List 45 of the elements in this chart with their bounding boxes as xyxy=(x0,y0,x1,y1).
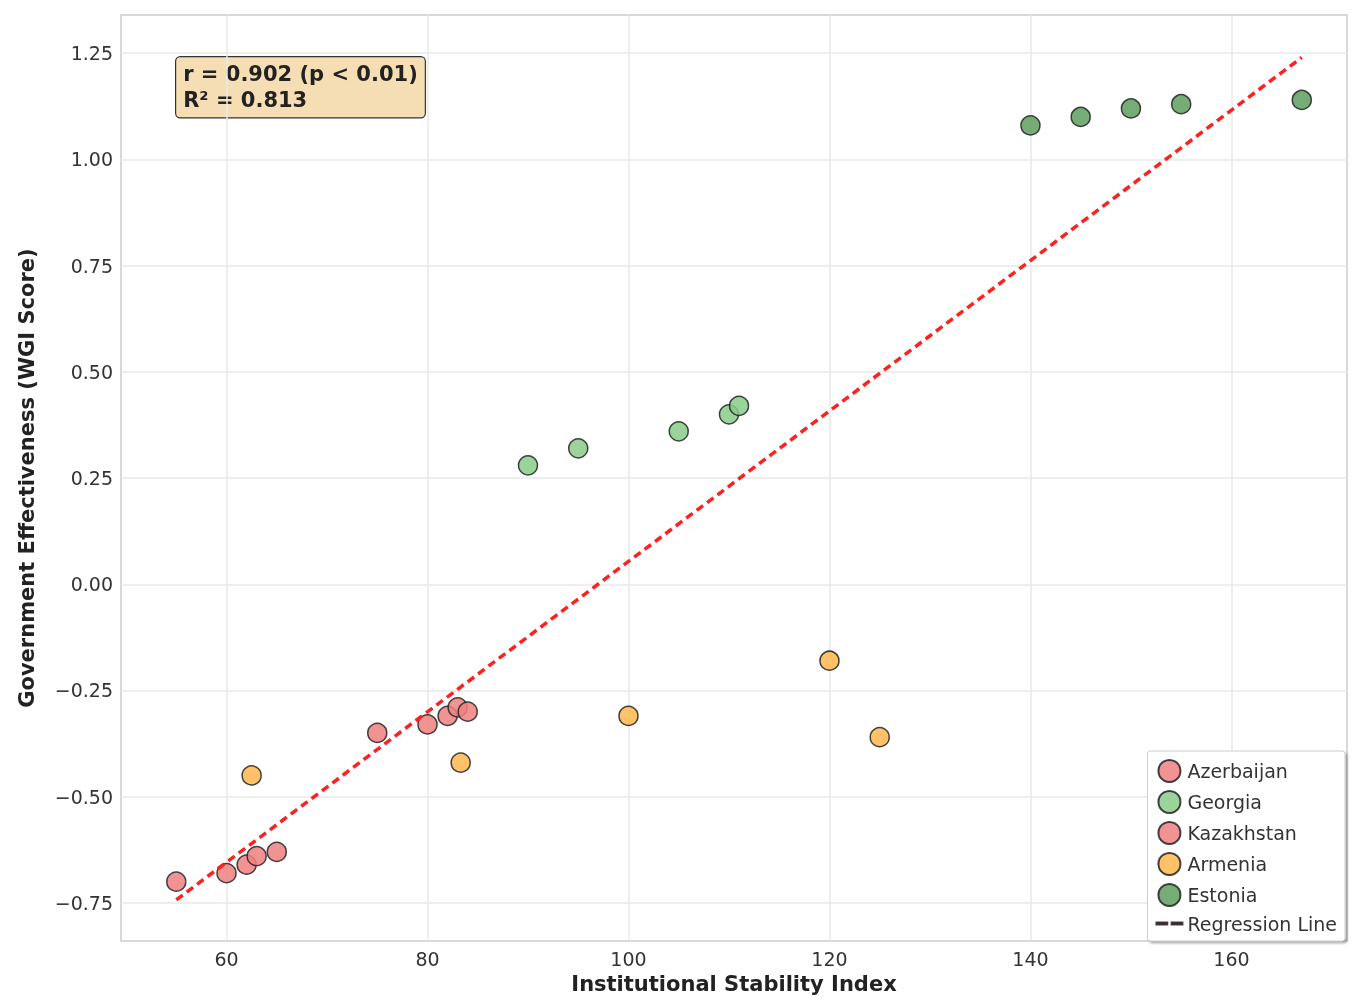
legend-label: Kazakhstan xyxy=(1187,822,1297,844)
legend-label: Azerbaijan xyxy=(1187,760,1288,782)
y-axis-title: Government Effectiveness (WGI Score) xyxy=(14,248,39,708)
x-tick-label: 100 xyxy=(610,947,647,970)
y-tick-label: −0.75 xyxy=(54,891,113,914)
point xyxy=(819,650,840,671)
point xyxy=(1170,93,1192,115)
legend-label: Armenia xyxy=(1187,853,1268,875)
point xyxy=(367,722,388,744)
point xyxy=(869,726,890,748)
annotation: r = 0.902 (p < 0.01) R² = 0.813 xyxy=(183,62,418,113)
point xyxy=(568,438,589,459)
y-tick-label: 1.00 xyxy=(70,148,113,171)
legend-label: Georgia xyxy=(1187,791,1262,813)
point xyxy=(246,845,267,867)
point xyxy=(668,421,689,442)
x-tick-label: 80 xyxy=(415,947,440,970)
legend-label: Estonia xyxy=(1187,884,1258,906)
x-tick-label: 140 xyxy=(1012,947,1049,970)
point xyxy=(166,871,187,892)
y-tick-label: −0.50 xyxy=(54,785,113,808)
point xyxy=(1120,98,1142,119)
point xyxy=(618,705,639,727)
point xyxy=(1070,106,1091,128)
y-tick-label: 1.25 xyxy=(70,42,113,65)
y-tick-label: 0.00 xyxy=(70,573,113,596)
y-tick-label: −0.25 xyxy=(54,679,113,702)
point xyxy=(1020,115,1041,136)
y-tick-label: 0.50 xyxy=(70,360,113,383)
point xyxy=(266,841,288,863)
point xyxy=(216,862,237,884)
point xyxy=(417,714,438,735)
point xyxy=(450,752,471,773)
point xyxy=(517,455,539,476)
point xyxy=(241,765,262,786)
point xyxy=(728,395,750,417)
point xyxy=(1291,89,1313,111)
y-tick-label: 0.25 xyxy=(70,467,113,490)
y-tick-label: 0.75 xyxy=(70,254,113,277)
legend-label: Regression Line xyxy=(1187,912,1337,935)
x-axis-title: Institutional Stability Index xyxy=(571,971,898,996)
x-tick-label: 120 xyxy=(811,947,848,970)
point xyxy=(457,701,478,722)
x-tick-label: 160 xyxy=(1213,947,1250,970)
x-tick-label: 60 xyxy=(214,947,239,970)
